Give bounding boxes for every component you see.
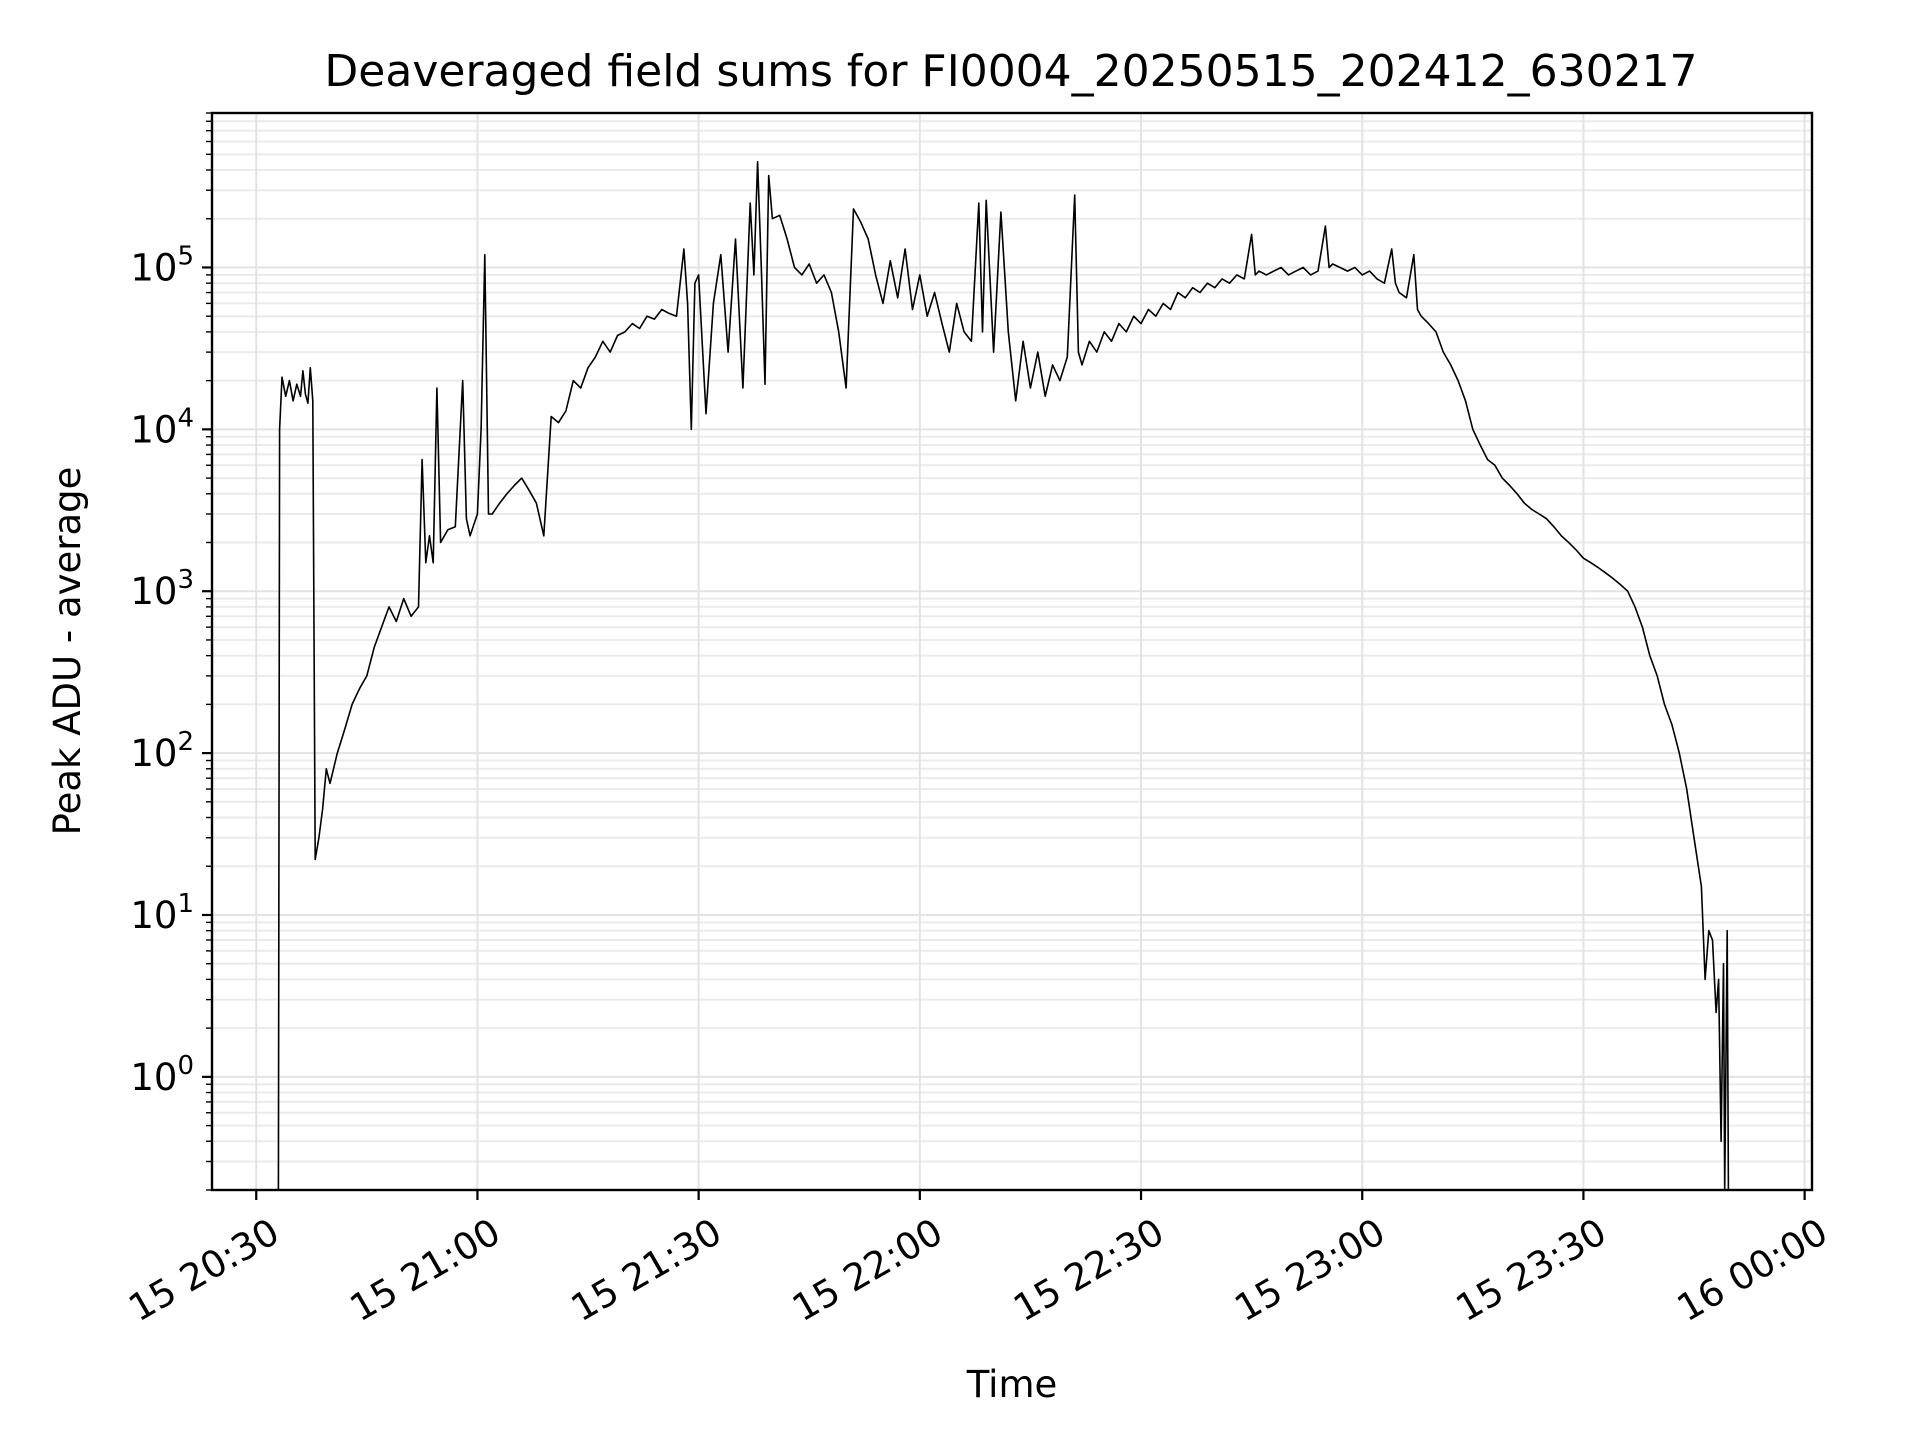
axis-ticks	[202, 112, 1806, 1200]
series-line	[277, 160, 1730, 1190]
grid	[212, 112, 1812, 1191]
series-layer	[277, 160, 1730, 1190]
y-tick-label: 102	[130, 727, 194, 775]
chart-title: Deaveraged field sums for FI0004_2025051…	[324, 46, 1697, 97]
y-tick-label: 100	[130, 1051, 194, 1099]
y-tick-label: 105	[130, 241, 194, 289]
y-tick-labels: 100 101 102 103 104 105	[130, 241, 194, 1098]
plot-frame	[210, 111, 1814, 1192]
x-axis-label: Time	[966, 1363, 1058, 1406]
y-tick-label: 104	[130, 403, 194, 451]
y-tick-label: 101	[130, 889, 194, 937]
y-axis-label: Peak ADU - average	[46, 467, 89, 836]
y-tick-label: 103	[130, 565, 194, 613]
